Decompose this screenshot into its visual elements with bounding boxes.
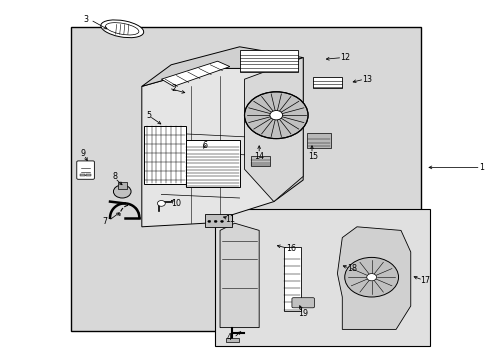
Text: 4: 4 [226,333,231,342]
Bar [306,133,330,148]
Text: 18: 18 [346,264,356,273]
Text: 3: 3 [83,15,88,24]
Bar [144,126,185,184]
Polygon shape [161,61,229,86]
Circle shape [269,111,282,120]
Text: 14: 14 [254,152,264,161]
Text: 7: 7 [102,217,107,226]
Text: 12: 12 [339,53,349,62]
FancyBboxPatch shape [291,298,314,308]
Circle shape [244,92,307,139]
Circle shape [214,220,217,222]
Text: 15: 15 [307,152,317,161]
Bar [239,50,298,72]
Text: 13: 13 [361,75,371,84]
Polygon shape [244,58,303,202]
Text: 17: 17 [420,276,429,285]
Text: 19: 19 [298,310,307,319]
Text: 11: 11 [224,215,234,224]
Polygon shape [220,223,259,328]
Text: 5: 5 [146,111,151,120]
Bar [80,174,85,176]
Text: 1: 1 [478,163,483,172]
FancyBboxPatch shape [77,161,94,179]
Bar [225,338,238,342]
Text: 8: 8 [112,172,117,181]
Bar [312,77,342,88]
Polygon shape [273,58,303,202]
Circle shape [157,201,165,206]
Circle shape [207,220,210,222]
Text: 6: 6 [203,141,207,150]
Polygon shape [142,68,273,227]
Bar [215,209,429,346]
Circle shape [113,185,131,198]
Text: 2: 2 [171,84,176,93]
Bar [71,27,420,331]
Polygon shape [142,47,303,86]
Bar [283,247,300,311]
Text: 16: 16 [285,244,295,253]
Bar [185,140,239,187]
Circle shape [220,220,223,222]
Polygon shape [337,227,410,329]
Bar [250,156,270,166]
Bar [86,174,91,176]
Text: 9: 9 [81,149,85,158]
Circle shape [344,257,398,297]
Circle shape [366,274,376,281]
Text: 10: 10 [171,199,181,208]
Ellipse shape [105,23,139,35]
Bar [205,214,232,227]
Ellipse shape [101,20,143,38]
Bar [118,182,126,189]
